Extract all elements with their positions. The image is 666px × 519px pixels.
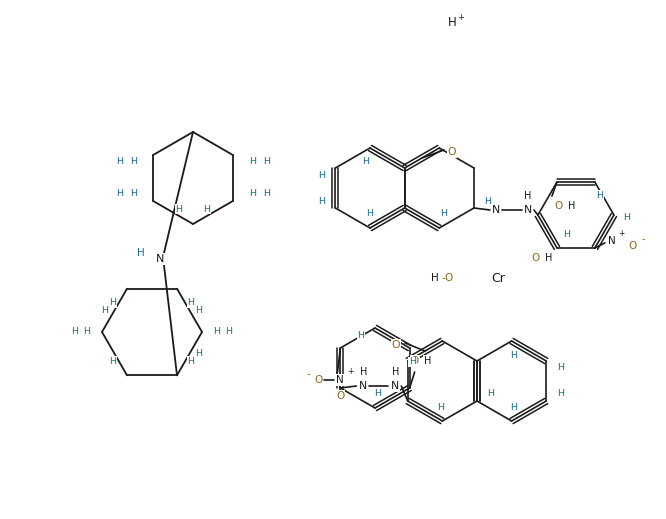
Text: H: H (188, 298, 194, 307)
Text: H: H (545, 253, 553, 263)
Text: H: H (196, 349, 202, 358)
Text: Cr: Cr (491, 271, 505, 284)
Text: H: H (116, 189, 123, 198)
Text: O: O (531, 253, 539, 263)
Text: +: + (458, 12, 464, 21)
Text: H: H (109, 298, 117, 307)
Text: O: O (336, 391, 344, 401)
Text: H: H (374, 389, 382, 399)
Text: H: H (557, 389, 564, 399)
Text: H: H (176, 204, 182, 213)
Text: H: H (204, 204, 210, 213)
Text: H: H (362, 157, 370, 167)
Text: H: H (71, 327, 79, 336)
Text: H: H (263, 189, 270, 198)
Text: H: H (366, 210, 374, 218)
Text: +: + (347, 366, 354, 376)
Text: H: H (597, 190, 603, 200)
Text: O: O (410, 356, 419, 366)
Text: H: H (101, 306, 109, 315)
Text: H: H (431, 273, 439, 283)
Text: N: N (391, 381, 400, 391)
Text: H: H (360, 367, 367, 377)
Text: -O: -O (442, 273, 454, 283)
Text: H: H (263, 157, 270, 167)
Text: H: H (510, 403, 517, 412)
Text: H: H (249, 189, 256, 198)
Text: H: H (440, 210, 447, 218)
Text: H: H (358, 331, 364, 339)
Text: H: H (437, 403, 444, 412)
Text: N: N (523, 205, 532, 215)
Text: H: H (130, 189, 137, 198)
Text: H: H (510, 350, 517, 360)
Text: N: N (608, 236, 616, 246)
Text: H: H (392, 367, 399, 377)
Text: H: H (196, 306, 202, 315)
Text: H: H (524, 191, 531, 201)
Text: +: + (618, 229, 624, 238)
Text: H: H (116, 157, 123, 167)
Text: H: H (557, 363, 564, 373)
Text: H: H (318, 171, 325, 180)
Text: H: H (568, 201, 575, 211)
Text: O: O (629, 241, 637, 251)
Text: H: H (448, 16, 456, 29)
Text: O: O (314, 375, 322, 385)
Text: H: H (226, 327, 232, 336)
Text: H: H (484, 197, 492, 206)
Text: H: H (488, 389, 494, 399)
Text: H: H (130, 157, 137, 167)
Text: O: O (392, 340, 400, 350)
Text: H: H (137, 248, 145, 258)
Text: H: H (409, 358, 416, 366)
Text: O: O (448, 147, 456, 157)
Text: N: N (492, 205, 500, 215)
Text: O: O (555, 201, 563, 211)
Text: H: H (249, 157, 256, 167)
Text: H: H (214, 327, 220, 336)
Text: H: H (563, 230, 570, 239)
Text: H: H (318, 197, 325, 206)
Text: H: H (188, 357, 194, 366)
Text: -: - (641, 234, 645, 244)
Text: H: H (109, 357, 117, 366)
Text: -: - (306, 369, 310, 379)
Text: N: N (336, 375, 344, 385)
Text: H: H (424, 356, 432, 366)
Text: N: N (359, 381, 368, 391)
Text: H: H (623, 212, 631, 222)
Text: N: N (156, 254, 165, 264)
Text: H: H (83, 327, 91, 336)
